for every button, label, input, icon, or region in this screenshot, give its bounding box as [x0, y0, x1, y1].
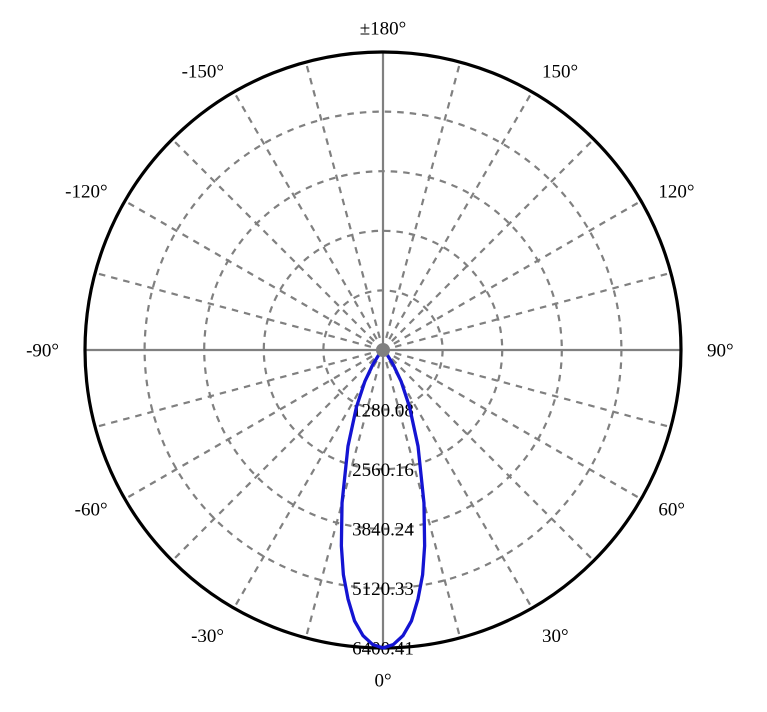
- angle-label: -60°: [75, 500, 108, 521]
- angle-label: -150°: [182, 61, 224, 82]
- angle-label: -90°: [26, 341, 59, 362]
- angle-label: -120°: [65, 182, 107, 203]
- angle-label: 150°: [542, 61, 578, 82]
- angle-label: 120°: [658, 182, 694, 203]
- radial-label: 2560.16: [352, 460, 414, 481]
- polar-chart: 1280.082560.163840.245120.336400.410°30°…: [0, 0, 767, 712]
- angle-label: -30°: [191, 626, 224, 647]
- center-dot: [376, 343, 390, 357]
- angle-label: ±180°: [360, 19, 407, 40]
- angle-label: 90°: [707, 341, 734, 362]
- radial-label: 5120.33: [352, 579, 414, 600]
- radial-label: 1280.08: [352, 400, 414, 421]
- radial-label: 3840.24: [352, 519, 414, 540]
- angle-label: 60°: [658, 500, 685, 521]
- angle-label: 0°: [374, 671, 391, 692]
- angle-label: 30°: [542, 626, 569, 647]
